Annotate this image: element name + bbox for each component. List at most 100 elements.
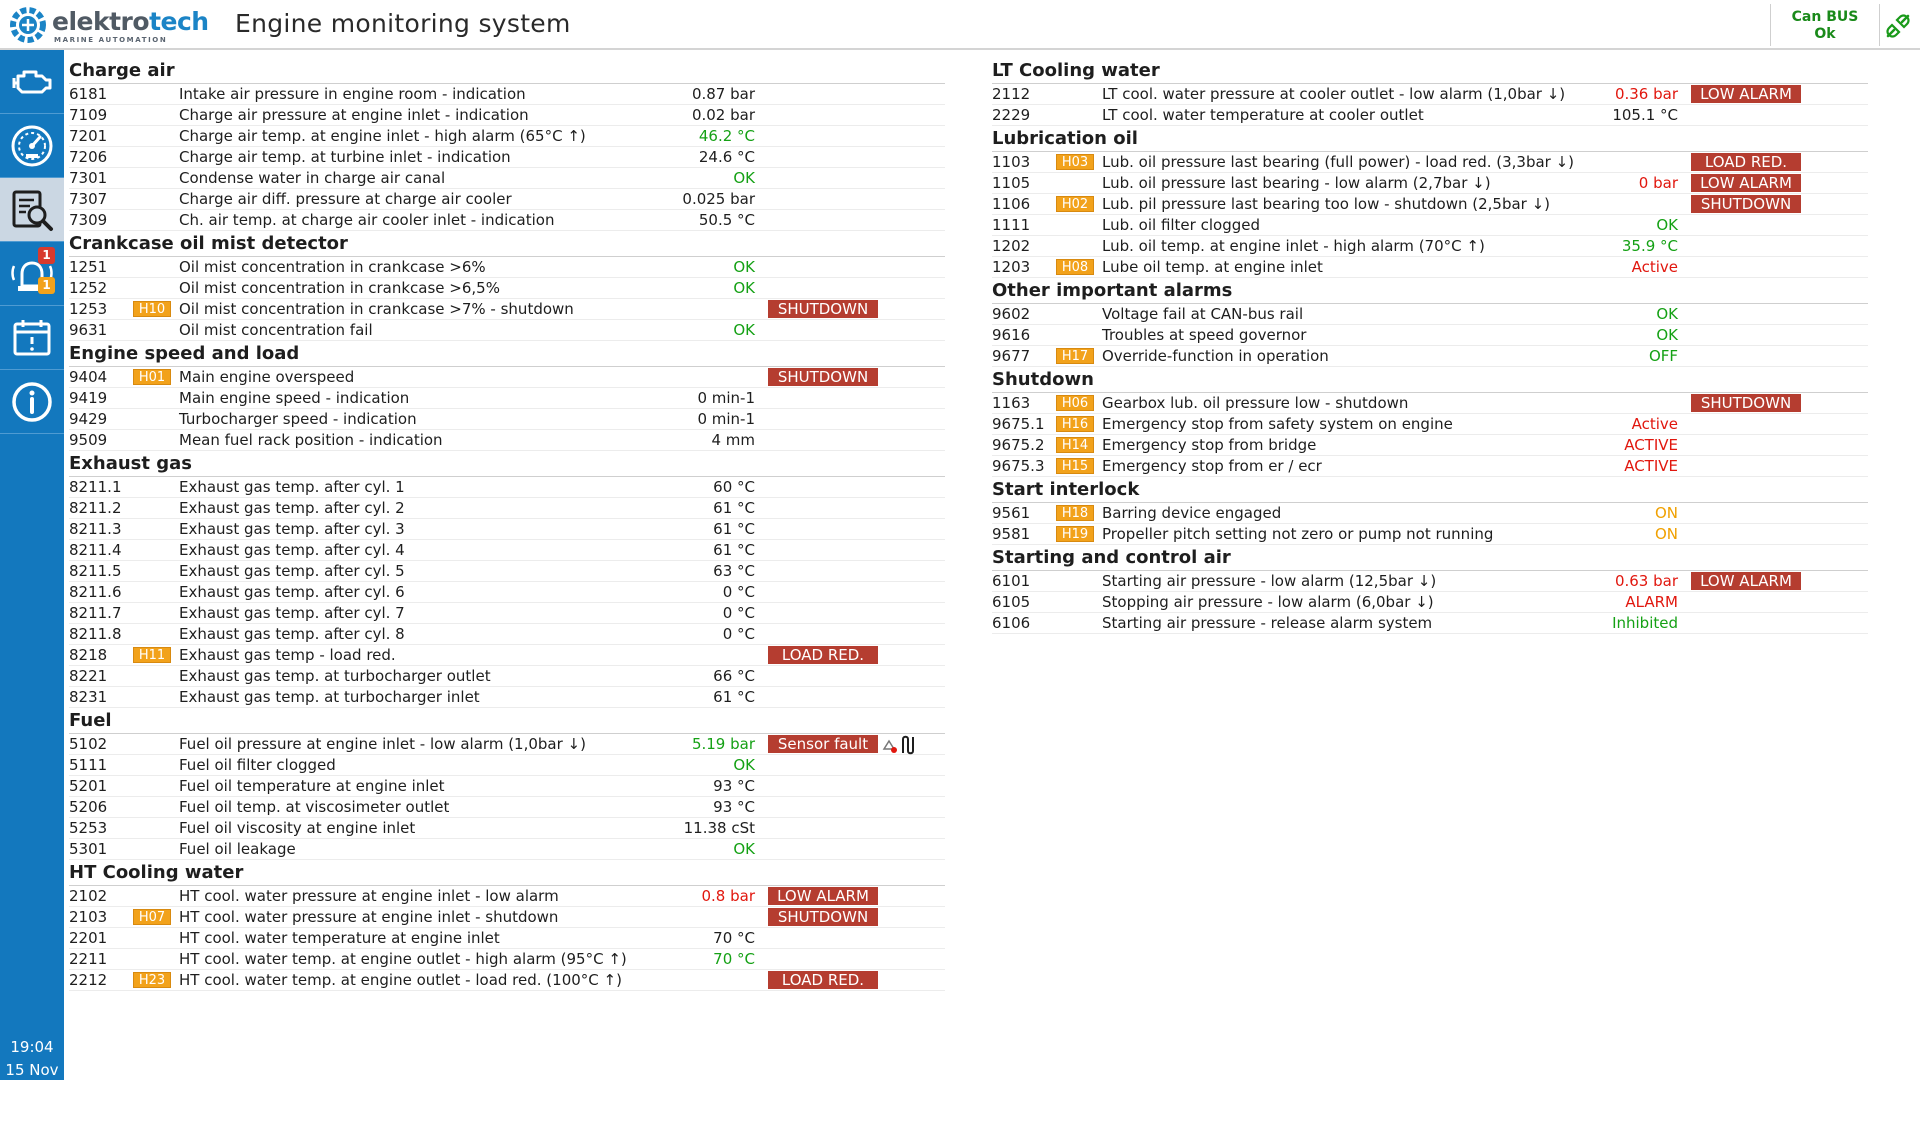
signal-row[interactable]: 9404 H01 Main engine overspeed SHUTDOWN xyxy=(69,367,945,388)
alarm-status-badge: SHUTDOWN xyxy=(768,908,878,926)
signal-row[interactable]: 9631 Oil mist concentration fail OK xyxy=(69,320,945,341)
signal-row[interactable]: 8218 H11 Exhaust gas temp - load red. LOAD … xyxy=(69,645,945,666)
signal-row[interactable]: 6106 Starting air pressure - release alar… xyxy=(992,613,1868,634)
signal-row[interactable]: 9677 H17 Override-function in operation OFF xyxy=(992,346,1868,367)
signal-row[interactable]: 5102 Fuel oil pressure at engine inlet - … xyxy=(69,734,945,755)
signal-value: 24.6 °C xyxy=(698,148,755,166)
signal-row[interactable]: 2103 H07 HT cool. water pressure at engine… xyxy=(69,907,945,928)
signal-row[interactable]: 1106 H02 Lub. pil pressure last bearing to… xyxy=(992,194,1868,215)
nav-gauges[interactable] xyxy=(0,114,64,178)
signal-row[interactable]: 9509 Mean fuel rack position - indication… xyxy=(69,430,945,451)
signal-row[interactable]: 5201 Fuel oil temperature at engine inlet… xyxy=(69,776,945,797)
page-title: Engine monitoring system xyxy=(235,9,571,38)
signal-row[interactable]: 2102 HT cool. water pressure at engine in… xyxy=(69,886,945,907)
canbus-status[interactable]: Can BUS Ok xyxy=(1770,4,1880,46)
hardwired-code-badge: H15 xyxy=(1056,458,1094,474)
signal-description: Override-function in operation xyxy=(1102,347,1329,365)
signal-code: 9581 xyxy=(992,525,1031,543)
nav-inspect[interactable] xyxy=(0,178,64,242)
signal-row[interactable]: 1111 Lub. oil filter clogged OK xyxy=(992,215,1868,236)
signal-row[interactable]: 2212 H23 HT cool. water temp. at engine ou… xyxy=(69,970,945,991)
signal-description: Lub. oil filter clogged xyxy=(1102,216,1260,234)
signal-row[interactable]: 5301 Fuel oil leakage OK xyxy=(69,839,945,860)
signal-row[interactable]: 8211.2 Exhaust gas temp. after cyl. 2 61 °… xyxy=(69,498,945,519)
section-title: Fuel xyxy=(69,709,945,734)
hardwired-code-badge: H02 xyxy=(1056,196,1094,212)
signal-row[interactable]: 2229 LT cool. water temperature at cooler… xyxy=(992,105,1868,126)
signal-code: 8211.2 xyxy=(69,499,122,517)
signal-description: Fuel oil viscosity at engine inlet xyxy=(179,819,416,837)
sensor-fault-icon[interactable] xyxy=(881,735,925,760)
signal-row[interactable]: 1203 H08 Lube oil temp. at engine inlet Act… xyxy=(992,257,1868,278)
section-title: Start interlock xyxy=(992,478,1868,503)
signal-description: Oil mist concentration fail xyxy=(179,321,373,339)
signal-row[interactable]: 8211.5 Exhaust gas temp. after cyl. 5 63 °… xyxy=(69,561,945,582)
signal-row[interactable]: 1105 Lub. oil pressure last bearing - low… xyxy=(992,173,1868,194)
signal-code: 1253 xyxy=(69,300,108,318)
brand-logo: elektrotech MARINE AUTOMATION xyxy=(8,5,209,45)
signal-row[interactable]: 9419 Main engine speed - indication 0 min-… xyxy=(69,388,945,409)
signal-row[interactable]: 2201 HT cool. water temperature at engine… xyxy=(69,928,945,949)
signal-row[interactable]: 7301 Condense water in charge air canal OK xyxy=(69,168,945,189)
signal-value: 0.36 bar xyxy=(1614,85,1678,103)
signal-row[interactable]: 2211 HT cool. water temp. at engine outle… xyxy=(69,949,945,970)
signal-row[interactable]: 8221 Exhaust gas temp. at turbocharger ou… xyxy=(69,666,945,687)
signal-row[interactable]: 7309 Ch. air temp. at charge air cooler i… xyxy=(69,210,945,231)
signal-row[interactable]: 6105 Stopping air pressure - low alarm (6… xyxy=(992,592,1868,613)
connection-plug-icon[interactable] xyxy=(1882,10,1914,42)
nav-alarms[interactable]: 1 1 xyxy=(0,242,64,306)
signal-row[interactable]: 9561 H18 Barring device engaged ON xyxy=(992,503,1868,524)
signal-description: HT cool. water temperature at engine inl… xyxy=(179,929,500,947)
signal-row[interactable]: 9429 Turbocharger speed - indication 0 min… xyxy=(69,409,945,430)
signal-row[interactable]: 8211.8 Exhaust gas temp. after cyl. 8 0 °C xyxy=(69,624,945,645)
signal-row[interactable]: 1202 Lub. oil temp. at engine inlet - hig… xyxy=(992,236,1868,257)
signal-row[interactable]: 5111 Fuel oil filter clogged OK xyxy=(69,755,945,776)
signal-description: Main engine overspeed xyxy=(179,368,355,386)
signal-row[interactable]: 9602 Voltage fail at CAN-bus rail OK xyxy=(992,304,1868,325)
signal-row[interactable]: 1103 H03 Lub. oil pressure last bearing (f… xyxy=(992,152,1868,173)
signal-value: 0.025 bar xyxy=(682,190,755,208)
signal-row[interactable]: 9675.1 H16 Emergency stop from safety syst… xyxy=(992,414,1868,435)
nav-info[interactable] xyxy=(0,370,64,434)
signal-row[interactable]: 9616 Troubles at speed governor OK xyxy=(992,325,1868,346)
signal-row[interactable]: 1251 Oil mist concentration in crankcase … xyxy=(69,257,945,278)
signal-row[interactable]: 5206 Fuel oil temp. at viscosimeter outle… xyxy=(69,797,945,818)
signal-row[interactable]: 7206 Charge air temp. at turbine inlet - … xyxy=(69,147,945,168)
signal-row[interactable]: 8211.1 Exhaust gas temp. after cyl. 1 60 °… xyxy=(69,477,945,498)
signal-row[interactable]: 9675.2 H14 Emergency stop from bridge ACTIV… xyxy=(992,435,1868,456)
signal-row[interactable]: 9675.3 H15 Emergency stop from er / ecr ACT… xyxy=(992,456,1868,477)
signal-row[interactable]: 1163 H06 Gearbox lub. oil pressure low - s… xyxy=(992,393,1868,414)
signal-row[interactable]: 8231 Exhaust gas temp. at turbocharger in… xyxy=(69,687,945,708)
signal-row[interactable]: 8211.4 Exhaust gas temp. after cyl. 4 61 °… xyxy=(69,540,945,561)
nav-calendar[interactable] xyxy=(0,306,64,370)
section-title: LT Cooling water xyxy=(992,59,1868,84)
signal-row[interactable]: 7201 Charge air temp. at engine inlet - h… xyxy=(69,126,945,147)
signal-row[interactable]: 8211.7 Exhaust gas temp. after cyl. 7 0 °C xyxy=(69,603,945,624)
signal-description: Fuel oil leakage xyxy=(179,840,296,858)
signal-value: OFF xyxy=(1648,347,1678,365)
signal-row[interactable]: 7109 Charge air pressure at engine inlet … xyxy=(69,105,945,126)
signal-value: 0 °C xyxy=(722,604,755,622)
signal-row[interactable]: 1253 H10 Oil mist concentration in crankca… xyxy=(69,299,945,320)
signal-row[interactable]: 8211.3 Exhaust gas temp. after cyl. 3 61 °… xyxy=(69,519,945,540)
signal-row[interactable]: 2112 LT cool. water pressure at cooler ou… xyxy=(992,84,1868,105)
signal-description: Exhaust gas temp. after cyl. 1 xyxy=(179,478,405,496)
hardwired-code-badge: H23 xyxy=(133,972,171,988)
signal-row[interactable]: 8211.6 Exhaust gas temp. after cyl. 6 0 °C xyxy=(69,582,945,603)
section-title: Other important alarms xyxy=(992,279,1868,304)
signal-code: 1252 xyxy=(69,279,108,297)
signal-row[interactable]: 7307 Charge air diff. pressure at charge … xyxy=(69,189,945,210)
section-charge-air: Charge air 6181 Intake air pressure in eng… xyxy=(69,59,945,231)
signal-value: 0.63 bar xyxy=(1614,572,1678,590)
signal-value: OK xyxy=(1656,305,1678,323)
signal-row[interactable]: 9581 H19 Propeller pitch setting not zero … xyxy=(992,524,1868,545)
signal-description: HT cool. water pressure at engine inlet … xyxy=(179,887,559,905)
signal-row[interactable]: 1252 Oil mist concentration in crankcase … xyxy=(69,278,945,299)
warning-count-badge: 1 xyxy=(38,277,55,294)
signal-row[interactable]: 6101 Starting air pressure - low alarm (1… xyxy=(992,571,1868,592)
signal-row[interactable]: 5253 Fuel oil viscosity at engine inlet 11… xyxy=(69,818,945,839)
signal-row[interactable]: 6181 Intake air pressure in engine room -… xyxy=(69,84,945,105)
signal-code: 5111 xyxy=(69,756,108,774)
alarm-count-badge: 1 xyxy=(38,247,55,264)
nav-engine[interactable] xyxy=(0,50,64,114)
